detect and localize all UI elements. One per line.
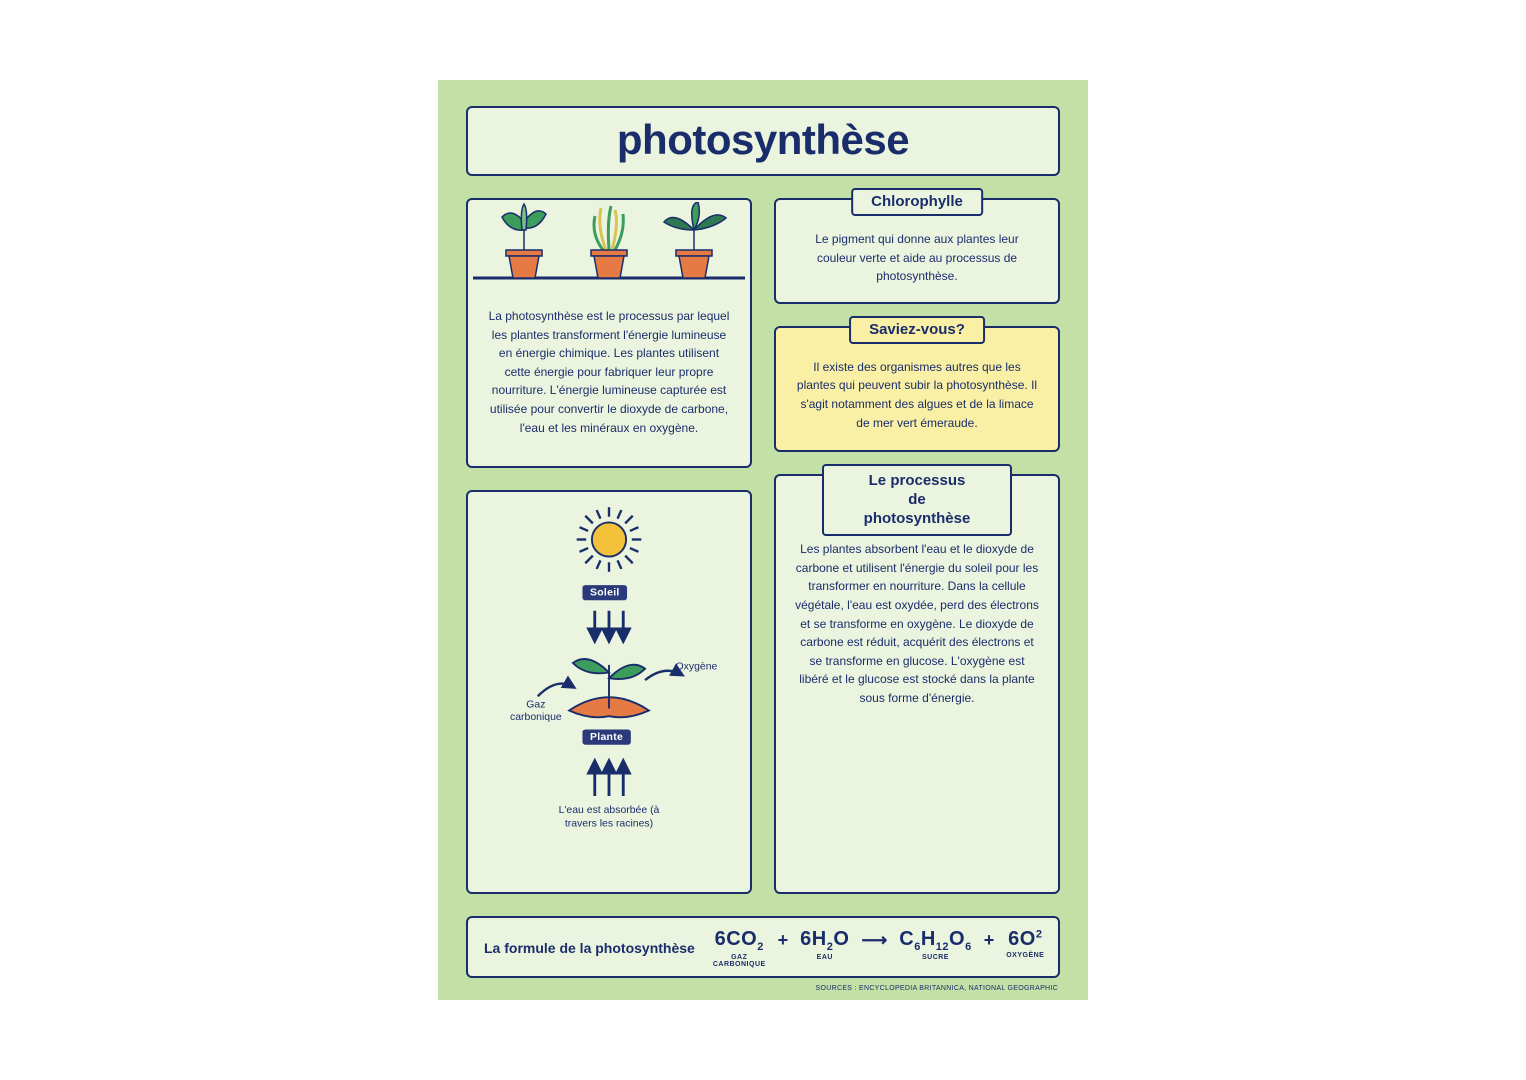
- didyouknow-heading: Saviez-vous?: [849, 316, 985, 344]
- diagram-svg: Soleil: [468, 492, 750, 872]
- formula: 6CO2 GAZ CARBONIQUE + 6H2O EAU ⟶ C6H12O6…: [713, 928, 1045, 968]
- formula-term-h2o: 6H2O EAU: [800, 928, 849, 961]
- formula-term-co2: 6CO2 GAZ CARBONIQUE: [713, 928, 766, 968]
- page-title: photosynthèse: [468, 116, 1058, 164]
- plus-icon: +: [984, 928, 995, 951]
- formula-term-o2: 6O2 OXYGÈNE: [1006, 928, 1044, 959]
- plus-icon: +: [778, 928, 789, 951]
- oxygen-label: Oxygène: [676, 661, 733, 672]
- chlorophyll-card: Chlorophylle Le pigment qui donne aux pl…: [774, 198, 1060, 304]
- didyouknow-card: Saviez-vous? Il existe des organismes au…: [774, 326, 1060, 452]
- sources-text: SOURCES : ENCYCLOPEDIA BRITANNICA, NATIO…: [816, 985, 1058, 992]
- chlorophyll-text: Le pigment qui donne aux plantes leur co…: [776, 210, 1058, 302]
- formula-term-glucose: C6H12O6 SUCRE: [899, 928, 971, 961]
- didyouknow-text: Il existe des organismes autres que les …: [776, 338, 1058, 450]
- process-heading: Le processus de photosynthèse: [822, 464, 1012, 536]
- plant-label: Plante: [582, 730, 630, 745]
- left-column: La photosynthèse est le processus par le…: [466, 198, 752, 894]
- chlorophyll-heading: Chlorophylle: [851, 188, 983, 216]
- title-box: photosynthèse: [466, 106, 1060, 176]
- process-text: Les plantes absorbent l'eau et le dioxyd…: [776, 514, 1058, 727]
- arrow-icon: ⟶: [861, 928, 887, 951]
- diagram-card: Soleil: [466, 490, 752, 894]
- intro-text: La photosynthèse est le processus par le…: [468, 303, 750, 453]
- poster: photosynthèse: [438, 80, 1088, 1000]
- right-column: Chlorophylle Le pigment qui donne aux pl…: [774, 198, 1060, 894]
- process-card: Le processus de photosynthèse Les plante…: [774, 474, 1060, 894]
- co2-label: Gaz carbonique: [503, 699, 569, 724]
- pots-svg: [468, 202, 750, 297]
- content-grid: La photosynthèse est le processus par le…: [466, 198, 1060, 894]
- pots-illustration: [468, 202, 750, 297]
- intro-card: La photosynthèse est le processus par le…: [466, 198, 752, 468]
- sun-label: Soleil: [582, 585, 627, 600]
- process-diagram: Soleil: [468, 492, 750, 872]
- stage: photosynthèse: [0, 0, 1526, 1080]
- formula-card: La formule de la photosynthèse 6CO2 GAZ …: [466, 916, 1060, 978]
- water-label: L'eau est absorbée (à travers les racine…: [543, 804, 676, 831]
- formula-label: La formule de la photosynthèse: [484, 940, 695, 956]
